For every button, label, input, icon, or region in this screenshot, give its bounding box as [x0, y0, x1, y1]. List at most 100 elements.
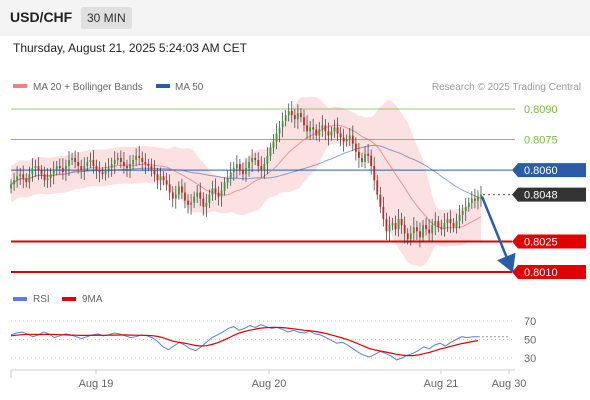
candle [443, 213, 446, 237]
interval-button[interactable]: 30 MIN [81, 7, 132, 29]
rsi-ma-line [10, 326, 479, 357]
candle [406, 228, 409, 245]
candle [10, 179, 12, 194]
candle [101, 167, 104, 180]
candle [229, 162, 232, 186]
candle [473, 188, 476, 209]
candle [354, 137, 357, 161]
candle [104, 162, 107, 181]
candle [156, 167, 159, 190]
research-credit: Research © 2025 Trading Central [432, 82, 581, 93]
candle [86, 156, 89, 172]
main-legend: MA 20 + Bollinger Bands MA 50 [13, 82, 204, 93]
candle [61, 158, 64, 180]
candle [376, 175, 379, 200]
candle [467, 197, 470, 212]
candle [98, 161, 101, 183]
candle [382, 196, 385, 227]
candle [223, 177, 226, 196]
candle [385, 212, 388, 241]
candle [22, 165, 25, 189]
candle [361, 152, 363, 168]
rsi-tick-30: 30 [524, 353, 536, 365]
candle [464, 198, 467, 221]
forecast-arrow [480, 196, 516, 273]
candle [147, 158, 150, 172]
candle [95, 159, 98, 179]
candle [107, 158, 110, 178]
candle [199, 182, 202, 207]
candle [367, 143, 369, 164]
candle [49, 167, 52, 188]
candle [235, 155, 238, 179]
candle [415, 220, 418, 241]
candle [391, 218, 394, 231]
candle [174, 185, 177, 209]
rsi-legend-swatch [13, 297, 27, 301]
x-tick-label: Aug 19 [79, 378, 114, 390]
x-tick-label: Aug 20 [252, 378, 287, 390]
level-tag-2 [512, 163, 586, 178]
candle [68, 151, 70, 177]
chart-header: USD/CHF 30 MIN [0, 0, 590, 36]
candle [116, 152, 119, 166]
candle [80, 159, 83, 179]
candle [187, 194, 189, 214]
rsi-grid: 70 50 30 [11, 316, 536, 365]
candle [144, 153, 147, 174]
candle [34, 159, 37, 177]
candle [278, 121, 281, 143]
candle [129, 155, 131, 179]
candle [449, 210, 452, 234]
candle [409, 225, 412, 246]
candle [214, 178, 217, 201]
candle [309, 121, 312, 141]
candle [315, 124, 318, 141]
candle [92, 149, 95, 174]
candle [190, 193, 192, 215]
candle [132, 154, 134, 170]
candle [159, 167, 162, 191]
candle [171, 186, 174, 208]
price-levels: 0.8090 0.8075 0.8060 0.8048 0.8025 0.8010 [11, 104, 586, 279]
x-tick-label: Aug 21 [424, 378, 459, 390]
candle [470, 191, 473, 210]
candle [293, 108, 296, 128]
candle [333, 119, 336, 138]
candle [220, 181, 223, 207]
ma50-legend-swatch [156, 84, 170, 88]
candle [321, 115, 324, 137]
candle [394, 215, 397, 236]
candle [318, 121, 321, 142]
candle [437, 215, 440, 233]
candle [290, 101, 293, 123]
candle [251, 149, 254, 172]
level-tag-5 [512, 265, 586, 279]
candle [336, 117, 339, 141]
candle [83, 157, 86, 181]
candle [89, 152, 92, 169]
candle [153, 160, 156, 182]
candle [248, 155, 250, 177]
candle [284, 110, 287, 127]
candle [434, 212, 437, 236]
level-tag-4 [512, 234, 586, 249]
candle [431, 218, 434, 243]
candle [242, 162, 244, 181]
candle [373, 157, 376, 191]
level-label-0: 0.8090 [524, 104, 558, 116]
candle [260, 156, 263, 178]
candle [263, 157, 266, 179]
candle [37, 157, 40, 181]
candle [345, 134, 348, 147]
candle [211, 180, 214, 201]
candle [351, 125, 354, 152]
candle [296, 104, 299, 130]
candle [202, 192, 205, 216]
candle [348, 127, 351, 146]
x-tick-label: Aug 30 [492, 378, 527, 390]
candle [238, 158, 241, 176]
candle [226, 170, 229, 189]
candle [193, 191, 196, 208]
